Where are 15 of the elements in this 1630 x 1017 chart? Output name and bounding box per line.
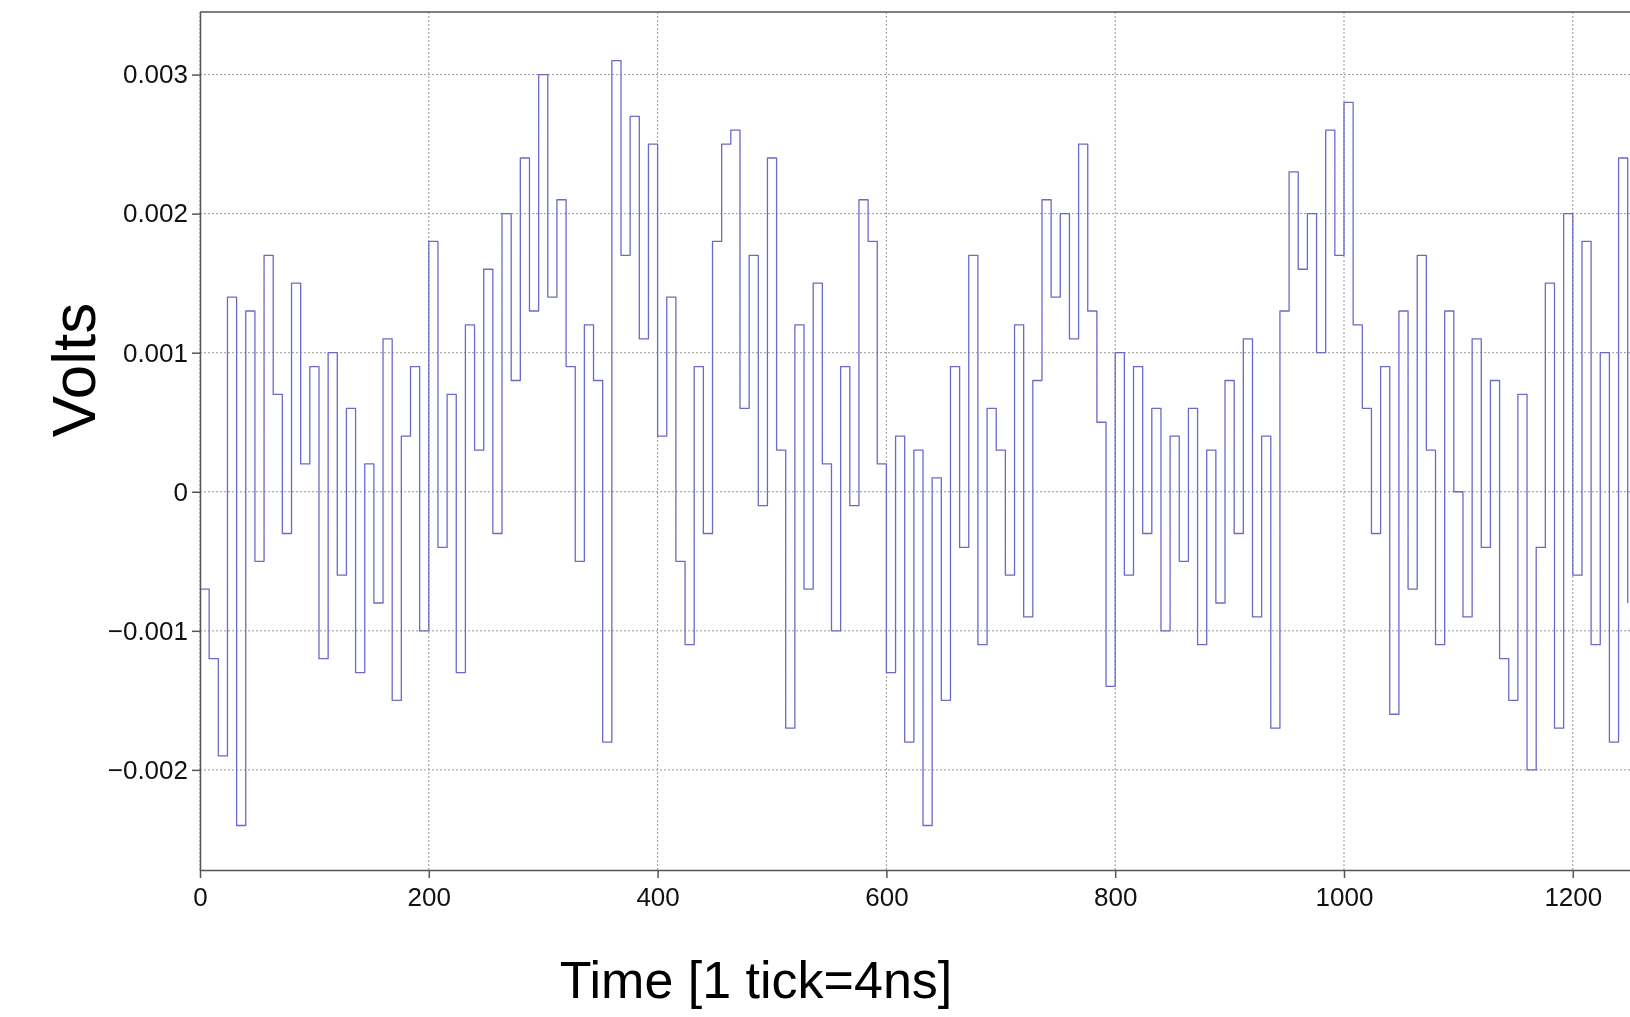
y-tick-label: 0.003 — [122, 59, 188, 90]
x-tick-label: 800 — [1094, 882, 1138, 913]
y-tick-label: −0.001 — [107, 615, 188, 646]
y-tick-label: 0.002 — [122, 198, 188, 229]
y-axis-title: Volts — [39, 302, 108, 438]
y-tick-label: 0.001 — [122, 337, 188, 368]
y-tick-label: −0.002 — [107, 754, 188, 785]
x-tick-label: 200 — [407, 882, 451, 913]
x-tick-label: 400 — [636, 882, 680, 913]
x-tick-label: 1200 — [1544, 882, 1603, 913]
x-axis-title: Time [1 tick=4ns] — [559, 951, 953, 1009]
x-tick-label: 600 — [865, 882, 909, 913]
x-tick-label: 1000 — [1315, 882, 1374, 913]
y-tick-label: 0 — [173, 476, 188, 507]
x-tick-label: 0 — [193, 882, 208, 913]
